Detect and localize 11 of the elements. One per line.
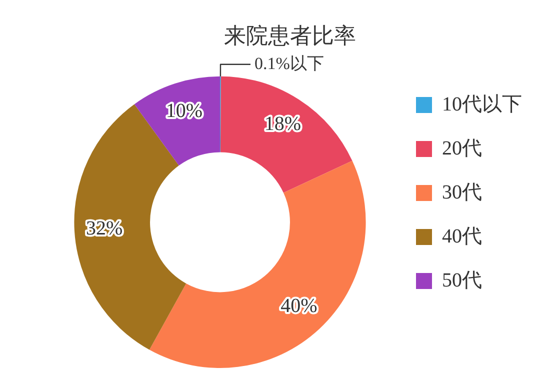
data-label: 32%: [86, 218, 123, 240]
data-label: 10%: [166, 100, 203, 122]
legend-label: 20代: [442, 137, 482, 160]
chart-title: 来院患者比率: [224, 22, 356, 48]
data-label: 40%: [280, 295, 318, 318]
legend-label: 30代: [442, 181, 482, 204]
legend-label: 10代以下: [442, 93, 522, 116]
legend-label: 50代: [442, 269, 482, 292]
legend-label: 40代: [442, 225, 482, 248]
data-label: 18%: [264, 112, 301, 135]
data-label: 0.1%以下: [254, 54, 324, 73]
